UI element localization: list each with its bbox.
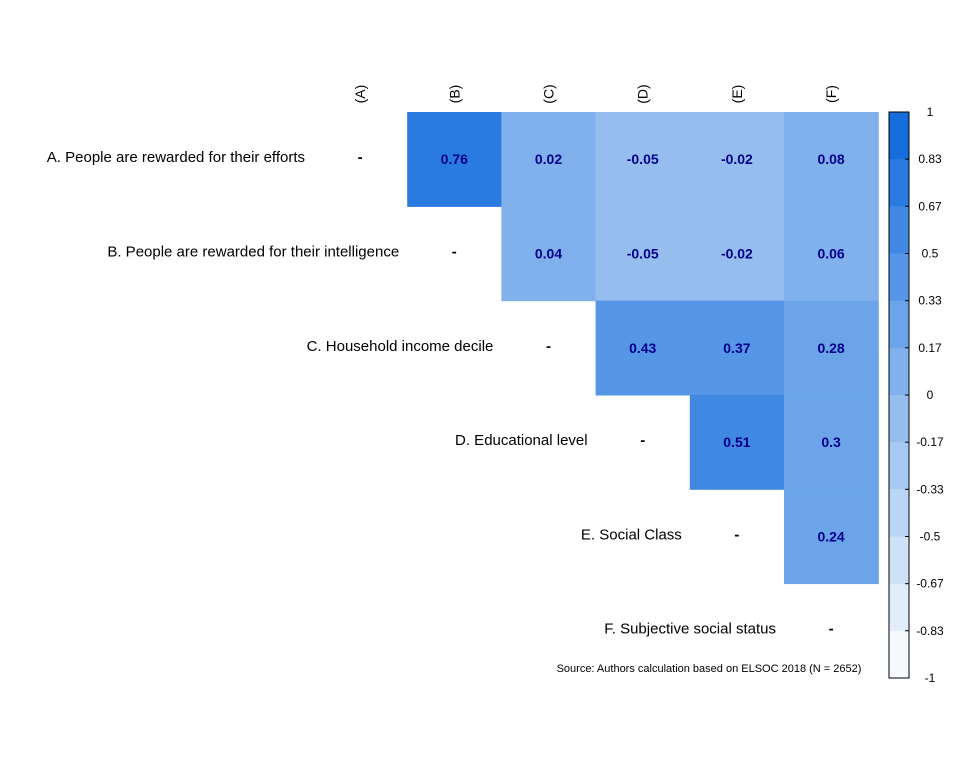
heatmap-cell-2-5 bbox=[784, 300, 879, 396]
legend-band-0 bbox=[889, 112, 909, 160]
legend-band-5 bbox=[889, 347, 909, 396]
legend-band-6 bbox=[889, 395, 909, 443]
diagonal-dash-5: - bbox=[829, 621, 834, 638]
legend-band-11 bbox=[889, 630, 909, 679]
legend-band-3 bbox=[889, 253, 909, 302]
cell-value-label-2-3: 0.43 bbox=[629, 340, 656, 356]
legend-band-9 bbox=[889, 536, 909, 585]
heatmap-cell-0-2 bbox=[501, 112, 597, 207]
cell-value-label-0-1: 0.76 bbox=[441, 151, 468, 167]
heatmap-cell-0-4 bbox=[689, 112, 785, 207]
column-label-0: (A) bbox=[352, 85, 368, 104]
legend-tick-label-11: -0.83 bbox=[916, 624, 944, 638]
legend-tick-label-7: -0.17 bbox=[916, 435, 944, 449]
legend-band-10 bbox=[889, 583, 909, 632]
row-label-0: A. People are rewarded for their efforts bbox=[47, 149, 305, 166]
cell-value-label-0-5: 0.08 bbox=[817, 151, 844, 167]
row-label-2: C. Household income decile bbox=[307, 338, 494, 355]
heatmap-cell-4-5 bbox=[784, 489, 879, 585]
heatmap-cell-0-1 bbox=[407, 112, 502, 207]
legend-band-4 bbox=[889, 300, 909, 349]
heatmap-cell-3-4 bbox=[689, 394, 785, 490]
cell-value-label-4-5: 0.24 bbox=[817, 528, 844, 544]
legend-band-8 bbox=[889, 489, 909, 537]
legend-tick-label-4: 0.33 bbox=[918, 294, 942, 308]
legend-tick-label-2: 0.67 bbox=[918, 199, 942, 213]
heatmap-cell-1-3 bbox=[595, 206, 691, 302]
source-caption: Source: Authors calculation based on ELS… bbox=[557, 663, 862, 675]
legend-tick-label-3: 0.5 bbox=[922, 247, 939, 261]
cell-value-label-1-2: 0.04 bbox=[535, 246, 562, 262]
cell-value-label-0-3: -0.05 bbox=[627, 151, 659, 167]
row-label-5: F. Subjective social status bbox=[604, 621, 776, 638]
heatmap-cell-1-5 bbox=[784, 206, 879, 302]
cell-value-label-3-4: 0.51 bbox=[723, 434, 750, 450]
cell-value-label-0-2: 0.02 bbox=[535, 151, 562, 167]
row-label-1: B. People are rewarded for their intelli… bbox=[107, 244, 399, 261]
diagonal-dash-1: - bbox=[452, 244, 457, 261]
heatmap-cell-0-5 bbox=[784, 112, 879, 207]
cell-value-label-2-5: 0.28 bbox=[817, 340, 844, 356]
row-label-4: E. Social Class bbox=[581, 526, 682, 543]
heatmap-cell-3-5 bbox=[784, 394, 879, 490]
heatmap-cell-1-4 bbox=[689, 206, 785, 302]
heatmap-cell-0-3 bbox=[595, 112, 691, 207]
legend-tick-label-10: -0.67 bbox=[916, 577, 944, 591]
column-label-4: (E) bbox=[729, 85, 745, 104]
heatmap-cells bbox=[407, 112, 879, 585]
legend-tick-label-0: 1 bbox=[927, 105, 934, 119]
legend-tick-label-8: -0.33 bbox=[916, 482, 944, 496]
column-label-3: (D) bbox=[635, 84, 651, 103]
legend-tick-label-5: 0.17 bbox=[918, 341, 942, 355]
diagonal-dash-4: - bbox=[734, 526, 739, 543]
legend-tick-label-1: 0.83 bbox=[918, 152, 942, 166]
color-scale-legend: 1 0.83 0.67 0.5 0.33 0.17 0 -0.17 -0.33 -0.5 -0.67… bbox=[888, 105, 944, 685]
heatmap-labels: 0.76 0.02 -0.05 -0.02 0.08 0.04 -0.05 -0.02 0.06… bbox=[47, 84, 845, 637]
legend-band-2 bbox=[889, 206, 909, 254]
row-label-3: D. Educational level bbox=[455, 432, 588, 449]
legend-tick-label-9: -0.5 bbox=[920, 530, 941, 544]
heatmap-cell-2-3 bbox=[595, 300, 691, 396]
cell-value-label-3-5: 0.3 bbox=[821, 434, 841, 450]
legend-tick-label-12: -1 bbox=[925, 671, 936, 685]
column-label-5: (F) bbox=[823, 85, 839, 103]
cell-value-label-1-5: 0.06 bbox=[817, 246, 844, 262]
diagonal-dash-0: - bbox=[358, 149, 363, 166]
diagonal-dash-2: - bbox=[546, 338, 551, 355]
cell-value-label-1-4: -0.02 bbox=[721, 246, 753, 262]
legend-tick-label-6: 0 bbox=[927, 388, 934, 402]
heatmap-cell-2-4 bbox=[689, 300, 785, 396]
diagonal-dash-3: - bbox=[640, 432, 645, 449]
legend-band-7 bbox=[889, 442, 909, 490]
column-label-2: (C) bbox=[541, 84, 557, 103]
heatmap-cell-1-2 bbox=[501, 206, 597, 302]
legend-band-1 bbox=[889, 159, 909, 207]
cell-value-label-2-4: 0.37 bbox=[723, 340, 750, 356]
column-label-1: (B) bbox=[446, 85, 462, 104]
cell-value-label-1-3: -0.05 bbox=[627, 246, 659, 262]
cell-value-label-0-4: -0.02 bbox=[721, 151, 753, 167]
